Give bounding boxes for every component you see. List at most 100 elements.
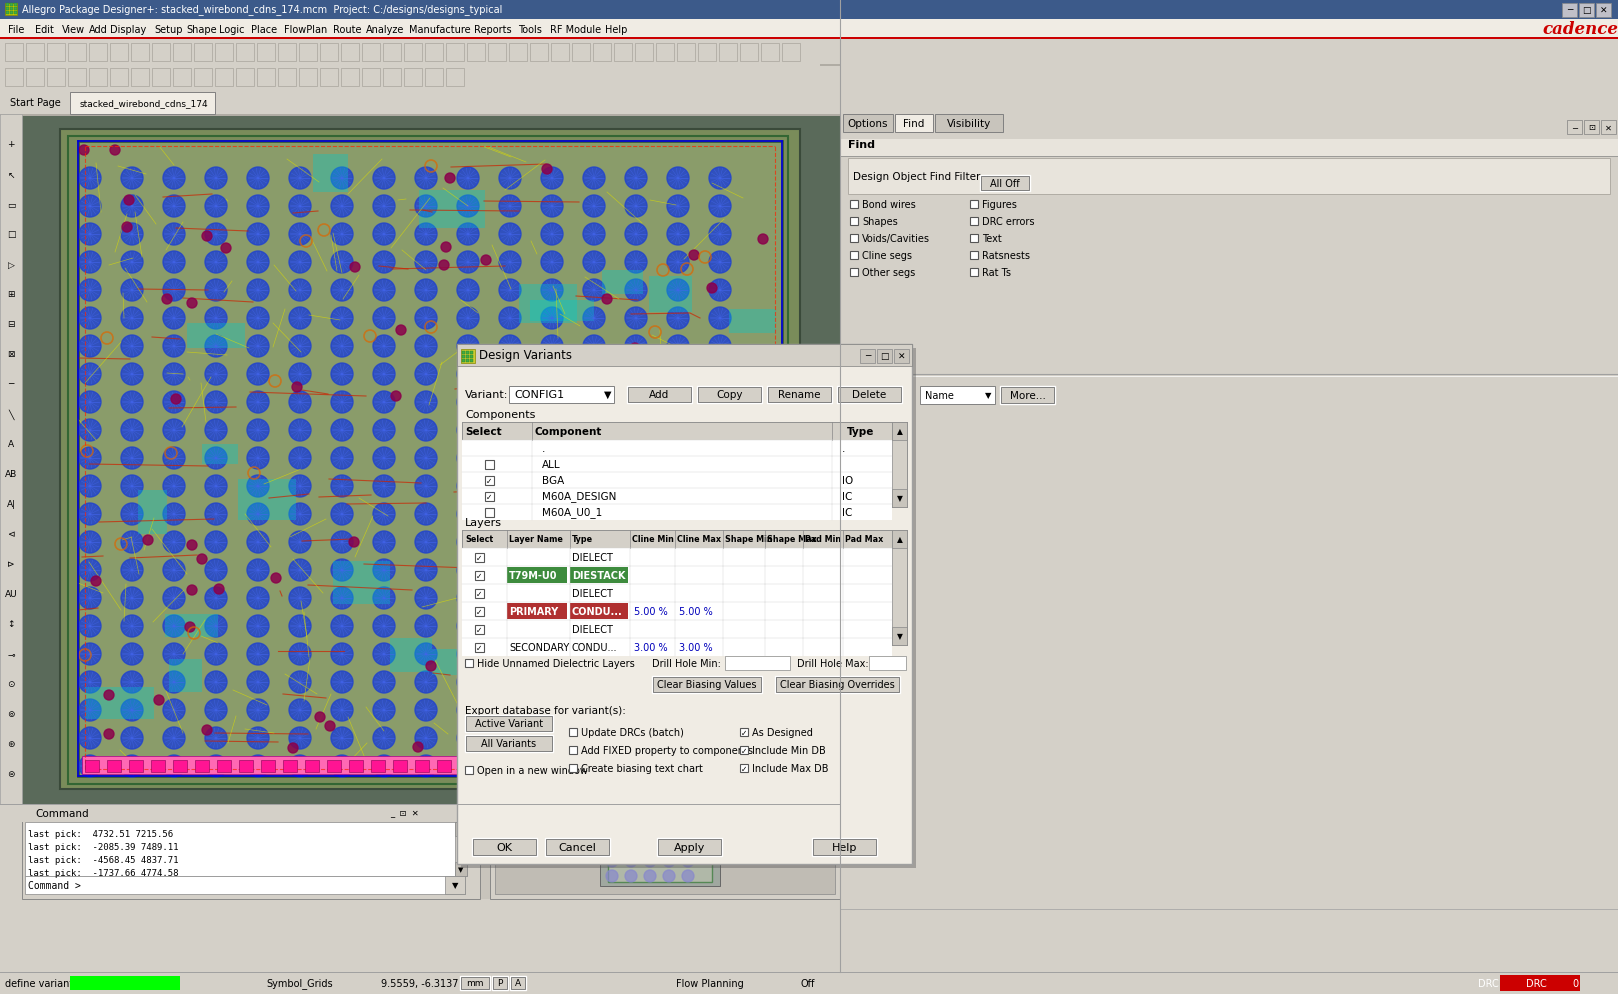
Circle shape [456,251,479,273]
Bar [463,638,892,656]
Text: Cline Max: Cline Max [676,535,722,544]
Circle shape [163,336,184,358]
Circle shape [79,728,100,749]
Bar [838,388,901,403]
Circle shape [184,622,196,632]
Bar [0,115,840,117]
Circle shape [374,615,395,637]
Circle shape [163,560,184,581]
Text: RF Module: RF Module [550,25,602,35]
Circle shape [667,615,689,637]
Text: Drill Hole Max:: Drill Hole Max: [798,658,869,668]
Circle shape [414,643,437,665]
Circle shape [104,690,113,701]
Circle shape [142,536,154,546]
Bar [812,838,877,856]
Bar [1584,121,1599,135]
Bar [0,89,840,115]
Bar [463,505,892,521]
Text: Components: Components [464,410,536,419]
Bar [849,251,858,259]
Text: Reports: Reports [474,25,513,35]
Circle shape [477,438,487,448]
Circle shape [205,168,227,190]
Circle shape [163,475,184,498]
Circle shape [667,168,689,190]
Circle shape [625,168,647,190]
Text: A: A [515,978,521,987]
Bar [1579,4,1594,18]
Text: A: A [8,440,15,449]
Bar [769,388,832,403]
Circle shape [667,700,689,722]
Text: DIELECT: DIELECT [573,624,613,634]
Circle shape [163,700,184,722]
Circle shape [205,279,227,302]
Circle shape [248,224,269,246]
Circle shape [332,224,353,246]
Bar [0,38,1618,40]
Text: AU: AU [5,589,18,599]
Circle shape [582,308,605,330]
Text: DRC: DRC [1477,978,1498,988]
Text: Ratsnests: Ratsnests [982,250,1031,260]
Bar [455,862,468,876]
Circle shape [667,364,689,386]
Bar [239,760,252,772]
Bar [0,65,820,89]
Bar [506,568,566,583]
Text: IO: IO [841,475,853,485]
Circle shape [332,279,353,302]
Bar [463,422,892,440]
Text: Help: Help [605,25,628,35]
Circle shape [498,587,521,609]
Text: ✓: ✓ [476,588,482,598]
Circle shape [540,196,563,218]
Circle shape [667,392,689,414]
Text: Include Max DB: Include Max DB [752,763,828,773]
Text: Pad Min: Pad Min [806,535,841,544]
Circle shape [270,574,282,583]
Circle shape [769,486,778,496]
Circle shape [414,532,437,554]
Circle shape [205,504,227,526]
Bar [89,44,107,62]
Circle shape [683,855,694,867]
Bar [485,476,493,485]
Text: Design Object Find Filter: Design Object Find Filter [853,172,981,182]
Circle shape [414,447,437,469]
Text: Command >: Command > [28,880,81,890]
Circle shape [163,587,184,609]
Text: FlowPlan: FlowPlan [285,25,327,35]
Text: M60A_DESIGN: M60A_DESIGN [542,491,616,502]
Circle shape [121,643,142,665]
Text: ✓: ✓ [476,643,482,652]
Text: ╲: ╲ [8,410,13,419]
Bar [341,69,359,86]
Bar [466,737,552,751]
Circle shape [498,196,521,218]
Bar [131,44,149,62]
Text: ─: ─ [1566,7,1573,16]
Circle shape [121,447,142,469]
Circle shape [121,336,142,358]
Circle shape [172,395,181,405]
Text: define variants: define variants [5,978,78,988]
Bar [188,324,244,349]
Text: Select: Select [464,426,502,436]
Circle shape [163,224,184,246]
Circle shape [709,475,731,498]
Circle shape [498,560,521,581]
Text: Edit: Edit [36,25,53,35]
Bar [414,760,429,772]
Circle shape [214,584,223,594]
Bar [892,531,908,549]
Bar [10,4,13,7]
Text: ▼: ▼ [458,866,464,872]
Bar [492,976,508,990]
Bar [238,479,296,521]
Bar [215,44,233,62]
Circle shape [625,728,647,749]
Bar [1595,4,1612,18]
Bar [895,350,909,364]
